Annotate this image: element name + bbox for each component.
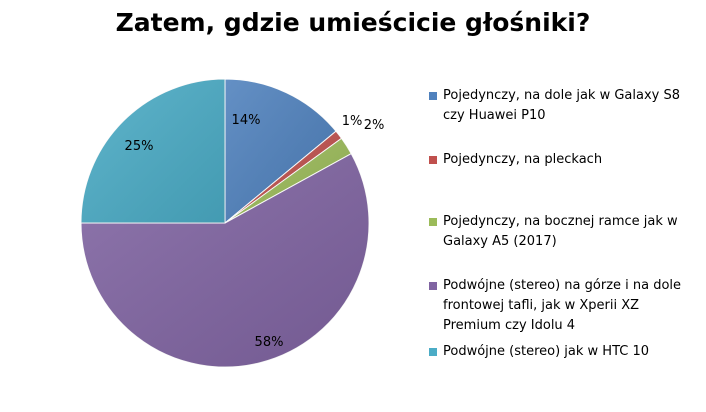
pie-slice-shading (225, 79, 336, 223)
slice-data-label: 58% (255, 335, 284, 350)
legend-entry: Pojedynczy, na dole jak w Galaxy S8 czy … (429, 86, 699, 126)
legend-entry: Pojedynczy, na pleckach (429, 150, 699, 170)
legend-entry: Podwójne (stereo) na górze i na dole fro… (429, 276, 699, 336)
slice-data-label: 1% (342, 114, 363, 129)
legend-label: Pojedynczy, na dole jak w Galaxy S8 czy … (443, 88, 681, 123)
legend-swatch (429, 282, 437, 290)
slice-data-label: 14% (232, 113, 261, 128)
legend-label: Podwójne (stereo) na górze i na dole fro… (443, 278, 682, 333)
legend-label: Pojedynczy, na bocznej ramce jak w Galax… (443, 214, 678, 249)
pie-slice-shading (81, 79, 225, 223)
legend-swatch (429, 218, 437, 226)
pie-slice-shading (81, 153, 369, 367)
legend-swatch (429, 156, 437, 164)
pie-slice-shading (225, 138, 352, 223)
slice-data-label: 25% (125, 139, 154, 154)
legend-label: Pojedynczy, na pleckach (443, 152, 603, 167)
legend-label: Podwójne (stereo) jak w HTC 10 (443, 344, 650, 359)
chart-title: Zatem, gdzie umieścicie głośniki? (115, 8, 591, 37)
legend-swatch (429, 92, 437, 100)
pie-slice-shading (225, 131, 342, 223)
legend-entry: Pojedynczy, na bocznej ramce jak w Galax… (429, 212, 699, 252)
legend-swatch (429, 348, 437, 356)
slice-data-label: 2% (364, 118, 385, 133)
legend-entry: Podwójne (stereo) jak w HTC 10 (429, 342, 699, 362)
